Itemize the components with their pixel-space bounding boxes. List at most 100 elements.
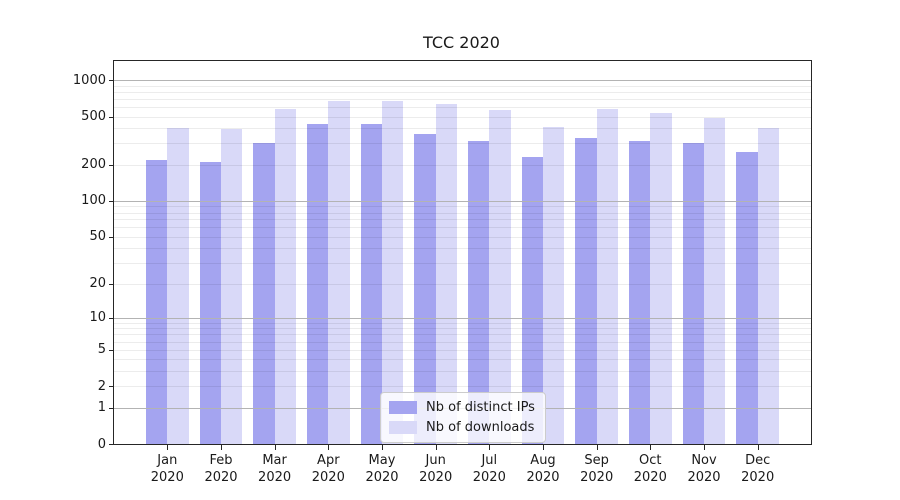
x-tick-mark xyxy=(596,445,598,450)
x-tick-label: Jul 2020 xyxy=(472,453,506,485)
minor-gridline xyxy=(114,371,811,372)
legend-label-distinct-ips: Nb of distinct IPs xyxy=(426,400,535,415)
minor-gridline xyxy=(114,349,811,351)
legend-swatch-distinct-ips xyxy=(389,401,417,414)
minor-gridline xyxy=(114,236,811,238)
bar-downloads-jun xyxy=(435,104,458,444)
legend-item-distinct-ips: Nb of distinct IPs xyxy=(389,400,535,415)
x-tick-mark xyxy=(382,445,383,450)
minor-gridline xyxy=(114,283,811,285)
x-tick-mark xyxy=(757,445,759,450)
minor-gridline xyxy=(114,341,811,343)
bar-downloads-may xyxy=(382,101,404,444)
bar-downloads-oct xyxy=(650,113,672,444)
x-tick-mark xyxy=(650,445,652,450)
legend: Nb of distinct IPs Nb of downloads xyxy=(380,392,546,443)
x-tick-label: Aug 2020 xyxy=(526,453,560,485)
minor-gridline xyxy=(114,128,811,130)
y-tick-mark xyxy=(109,283,114,285)
bar-distinct-ips-sep xyxy=(575,138,597,444)
y-tick-label: 200 xyxy=(81,157,106,173)
bar-distinct-ips-may xyxy=(360,124,382,444)
minor-gridline xyxy=(114,206,811,208)
minor-gridline xyxy=(114,322,811,324)
minor-gridline xyxy=(114,219,811,221)
y-tick-mark xyxy=(109,164,114,166)
major-gridline xyxy=(114,80,811,81)
x-tick-label: Jun 2020 xyxy=(419,453,453,485)
bar-distinct-ips-apr xyxy=(306,124,329,444)
minor-gridline xyxy=(114,143,811,145)
plot-area: Nb of distinct IPs Nb of downloads 0 1 2 5 1… xyxy=(73,60,812,485)
y-tick-label: 20 xyxy=(89,276,106,292)
x-tick-mark xyxy=(221,445,222,450)
x-tick-label: May 2020 xyxy=(365,453,399,485)
x-tick-mark xyxy=(435,445,437,450)
minor-gridline xyxy=(114,386,811,388)
y-tick-label: 1 xyxy=(97,400,106,415)
x-tick-label: Feb 2020 xyxy=(204,453,238,485)
x-tick-mark xyxy=(167,445,169,450)
y-tick-label: 0 xyxy=(97,436,106,452)
minor-gridline xyxy=(114,106,811,108)
bar-downloads-apr xyxy=(328,101,350,444)
legend-item-downloads: Nb of downloads xyxy=(389,420,535,435)
minor-gridline xyxy=(114,227,811,229)
x-tick-mark xyxy=(543,445,544,450)
x-tick-label: Oct 2020 xyxy=(633,453,667,485)
x-tick-mark xyxy=(274,445,276,450)
minor-gridline xyxy=(114,263,811,265)
major-gridline xyxy=(114,200,811,202)
minor-gridline xyxy=(114,98,811,100)
bar-distinct-ips-jan xyxy=(145,160,168,444)
y-tick-mark xyxy=(109,80,114,81)
bar-downloads-dec xyxy=(757,127,780,444)
x-tick-mark xyxy=(328,445,330,450)
bar-downloads-jul xyxy=(489,109,511,444)
bar-downloads-sep xyxy=(596,109,619,444)
bar-distinct-ips-nov xyxy=(682,143,704,444)
chart-title: TCC 2020 xyxy=(423,33,500,52)
x-tick-label: Apr 2020 xyxy=(311,453,345,485)
x-tick-mark xyxy=(489,445,491,450)
bar-downloads-jan xyxy=(167,128,189,444)
minor-gridline xyxy=(114,334,811,336)
y-tick-label: 2 xyxy=(97,378,106,394)
minor-gridline xyxy=(114,91,811,93)
y-tick-mark xyxy=(109,349,114,351)
minor-gridline xyxy=(114,85,811,87)
bar-downloads-mar xyxy=(274,109,296,444)
y-tick-mark xyxy=(109,200,114,202)
bar-distinct-ips-jun xyxy=(414,133,436,444)
x-tick-label: Dec 2020 xyxy=(741,453,775,485)
y-tick-label: 10 xyxy=(89,310,106,326)
minor-gridline xyxy=(114,248,811,250)
y-tick-mark xyxy=(109,236,114,238)
minor-gridline xyxy=(114,359,811,361)
minor-gridline xyxy=(114,212,811,214)
bar-distinct-ips-jul xyxy=(467,141,490,444)
y-tick-label: 5 xyxy=(97,342,106,358)
x-tick-label: Mar 2020 xyxy=(258,453,292,485)
bar-distinct-ips-mar xyxy=(253,143,275,444)
minor-gridline xyxy=(114,164,811,166)
legend-swatch-downloads xyxy=(389,421,417,434)
x-tick-label: Sep 2020 xyxy=(580,453,614,485)
y-tick-mark xyxy=(109,386,114,388)
bar-distinct-ips-feb xyxy=(199,161,221,444)
bar-distinct-ips-oct xyxy=(628,140,651,444)
bar-distinct-ips-dec xyxy=(736,152,758,444)
y-tick-mark xyxy=(109,317,114,319)
y-tick-mark xyxy=(109,116,114,118)
bar-downloads-aug xyxy=(543,126,565,444)
y-tick-label: 500 xyxy=(81,109,106,124)
bar-distinct-ips-aug xyxy=(521,157,543,444)
y-tick-mark xyxy=(109,407,114,409)
y-tick-label: 100 xyxy=(81,193,106,209)
y-tick-label: 1000 xyxy=(72,72,106,88)
x-tick-label: Nov 2020 xyxy=(687,453,721,485)
x-tick-mark xyxy=(704,445,705,450)
y-tick-mark xyxy=(109,444,114,445)
y-tick-label: 50 xyxy=(89,229,106,245)
